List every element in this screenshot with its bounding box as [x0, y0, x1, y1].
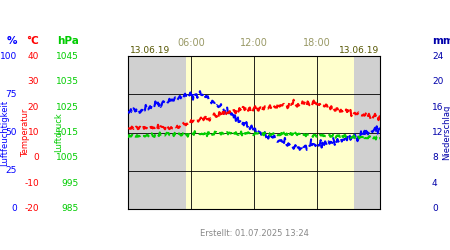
- Text: 1025: 1025: [56, 102, 79, 112]
- Text: 1035: 1035: [56, 77, 79, 86]
- Text: 20: 20: [28, 102, 39, 112]
- Text: 12: 12: [432, 128, 443, 137]
- Text: 30: 30: [27, 77, 39, 86]
- Text: 12:00: 12:00: [240, 38, 268, 48]
- Text: 1015: 1015: [56, 128, 79, 137]
- Text: mm/h: mm/h: [432, 36, 450, 46]
- Text: 8: 8: [432, 154, 438, 162]
- Text: -10: -10: [24, 179, 39, 188]
- Text: %: %: [7, 36, 17, 46]
- Text: °C: °C: [27, 36, 39, 46]
- Text: 75: 75: [5, 90, 17, 99]
- Bar: [128, 56, 186, 209]
- Text: 100: 100: [0, 52, 17, 61]
- Text: 0: 0: [33, 154, 39, 162]
- Text: Luftdruck: Luftdruck: [54, 112, 63, 152]
- Text: 1005: 1005: [56, 154, 79, 162]
- Text: 985: 985: [62, 204, 79, 213]
- Text: Erstellt: 01.07.2025 13:24: Erstellt: 01.07.2025 13:24: [200, 229, 309, 238]
- Text: Luftfeuchtigkeit: Luftfeuchtigkeit: [0, 100, 9, 166]
- Bar: [186, 56, 354, 209]
- Text: 4: 4: [432, 179, 437, 188]
- Text: 13.06.19: 13.06.19: [339, 46, 379, 55]
- Text: Niederschlag: Niederschlag: [442, 105, 450, 160]
- Text: 0: 0: [11, 204, 17, 213]
- Text: 0: 0: [432, 204, 438, 213]
- Text: hPa: hPa: [57, 36, 79, 46]
- Text: Temperatur: Temperatur: [21, 108, 30, 157]
- Text: 10: 10: [27, 128, 39, 137]
- Text: 24: 24: [432, 52, 443, 61]
- Text: 06:00: 06:00: [177, 38, 205, 48]
- Text: 13.06.19: 13.06.19: [130, 46, 170, 55]
- Text: 20: 20: [432, 77, 443, 86]
- Text: 18:00: 18:00: [303, 38, 331, 48]
- Text: 25: 25: [6, 166, 17, 175]
- Text: 16: 16: [432, 102, 444, 112]
- Text: -20: -20: [24, 204, 39, 213]
- Bar: [354, 56, 380, 209]
- Text: 50: 50: [5, 128, 17, 137]
- Text: 995: 995: [62, 179, 79, 188]
- Text: 40: 40: [28, 52, 39, 61]
- Text: 1045: 1045: [56, 52, 79, 61]
